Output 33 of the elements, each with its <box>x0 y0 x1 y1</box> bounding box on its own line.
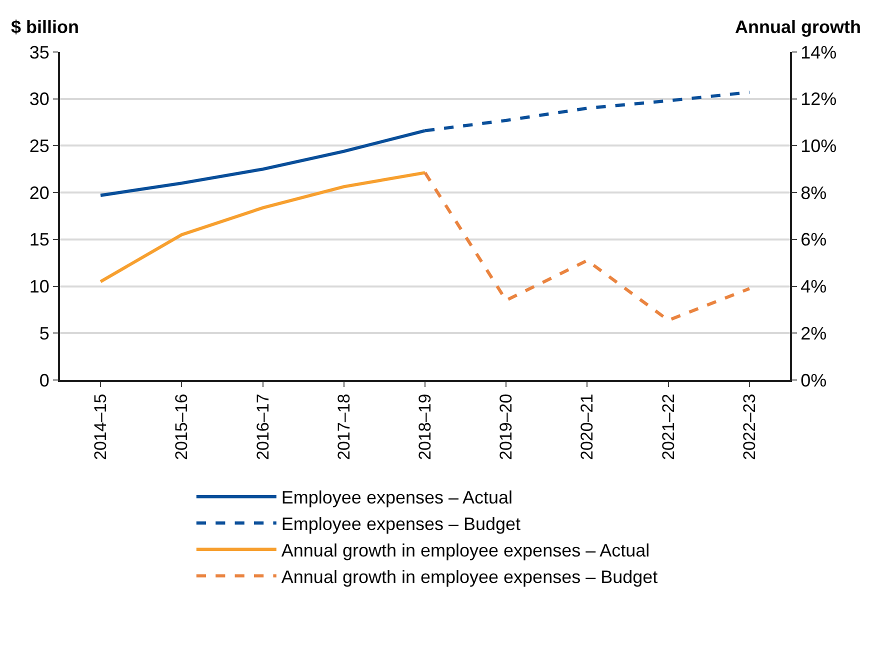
line-series <box>98 171 427 284</box>
x-tick-label: 2020–21 <box>578 394 597 460</box>
y-tick-label: 20 <box>29 182 50 203</box>
y-tick-label: 10 <box>29 276 50 297</box>
y-tick-label: 0 <box>39 370 50 390</box>
x-tick-label: 2017–18 <box>334 394 354 460</box>
x-tick-label: 2015–16 <box>172 394 192 460</box>
x-tick-label: 2014–15 <box>91 394 110 460</box>
x-tick-label: 2022–23 <box>740 394 759 460</box>
y2-tick-label: 10% <box>800 136 837 156</box>
y2-tick-label: 0% <box>800 370 827 390</box>
legend-label: Annual growth in employee expenses – Budget <box>281 566 658 587</box>
y2-axis-title: Annual growth <box>735 17 861 37</box>
y-axis-title: $ billion <box>11 17 80 37</box>
y-tick-label: 15 <box>29 230 50 250</box>
y2-tick-label: 6% <box>800 230 827 250</box>
y2-tick-label: 2% <box>800 323 827 344</box>
y-tick-label: 30 <box>29 89 50 110</box>
line-series <box>423 171 752 322</box>
y-tick-label: 5 <box>39 323 50 344</box>
legend-label: Employee expenses – Actual <box>281 488 513 508</box>
legend-label: Annual growth in employee expenses – Actual <box>281 540 650 560</box>
y2-tick-label: 8% <box>800 182 827 203</box>
y-tick-label: 35 <box>29 42 50 62</box>
x-tick-label: 2021–22 <box>658 394 678 460</box>
y2-tick-label: 4% <box>800 276 827 297</box>
x-tick-label: 2019–20 <box>496 394 516 460</box>
x-tick-label: 2016–17 <box>253 394 272 460</box>
x-tick-label: 2018–19 <box>416 394 435 460</box>
y2-tick-label: 12% <box>800 89 837 110</box>
y-tick-label: 25 <box>29 136 50 156</box>
y2-tick-label: 14% <box>800 42 837 62</box>
legend-label: Employee expenses – Budget <box>281 514 521 534</box>
